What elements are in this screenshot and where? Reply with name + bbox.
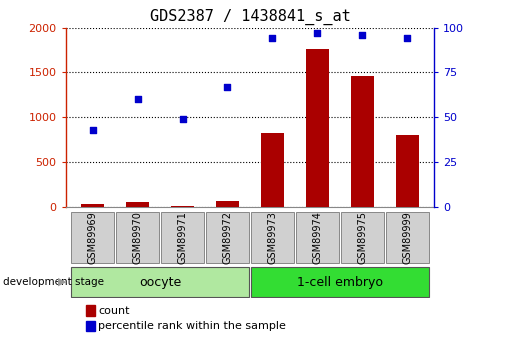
Point [269,36,277,41]
Point [133,97,141,102]
Point [178,116,186,122]
Bar [261,134,284,207]
Text: 1-cell embryo: 1-cell embryo [297,276,383,288]
Bar [81,204,104,207]
Bar [171,206,194,207]
Text: ▶: ▶ [58,277,66,287]
FancyBboxPatch shape [71,267,249,297]
Text: GSM89975: GSM89975 [358,211,367,264]
Bar [396,135,419,207]
Point [223,84,231,90]
FancyBboxPatch shape [341,211,384,263]
FancyBboxPatch shape [251,211,294,263]
Bar [351,76,374,207]
Bar [306,49,329,207]
FancyBboxPatch shape [251,267,429,297]
Text: GSM89972: GSM89972 [223,211,232,264]
Bar [216,201,239,207]
Point [314,30,322,36]
Point [403,36,412,41]
Text: development stage: development stage [3,277,104,287]
Text: GSM89971: GSM89971 [178,211,187,264]
Text: GSM89973: GSM89973 [268,211,277,264]
FancyBboxPatch shape [71,211,114,263]
FancyBboxPatch shape [296,211,339,263]
Text: GSM89970: GSM89970 [133,211,142,264]
Text: GSM89999: GSM89999 [402,211,412,264]
Point [88,127,96,132]
FancyBboxPatch shape [116,211,159,263]
Point [359,32,367,38]
Text: count: count [98,306,130,315]
Text: GSM89969: GSM89969 [88,211,97,264]
Text: GSM89974: GSM89974 [313,211,322,264]
Text: oocyte: oocyte [139,276,181,288]
Bar [126,201,149,207]
Text: percentile rank within the sample: percentile rank within the sample [98,321,286,331]
FancyBboxPatch shape [161,211,204,263]
FancyBboxPatch shape [206,211,249,263]
FancyBboxPatch shape [386,211,429,263]
Title: GDS2387 / 1438841_s_at: GDS2387 / 1438841_s_at [149,9,350,25]
